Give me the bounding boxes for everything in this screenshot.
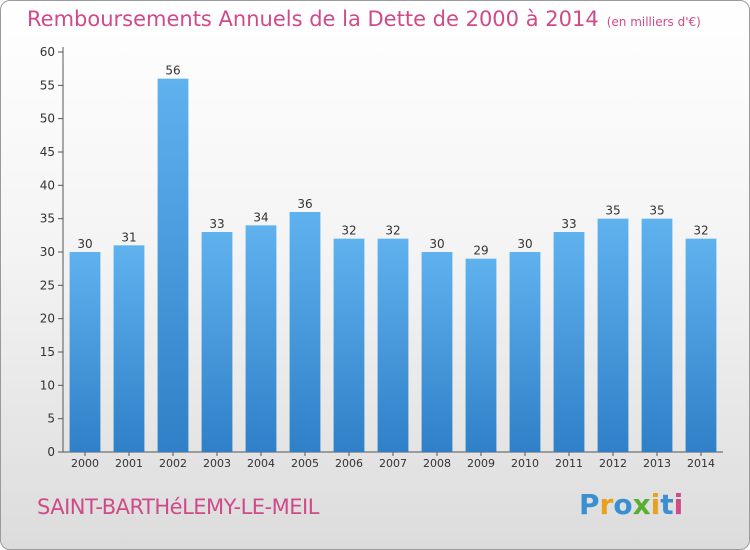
data-label: 30 (77, 237, 92, 251)
x-tick-label: 2009 (467, 457, 495, 470)
logo-letter: i (673, 488, 684, 521)
bar (245, 225, 277, 452)
y-tick-label: 30 (40, 245, 55, 259)
x-tick-label: 2003 (203, 457, 231, 470)
bar (333, 238, 365, 452)
y-tick-label: 15 (40, 345, 55, 359)
commune-name: SAINT-BARTHéLEMY-LE-MEIL (37, 495, 319, 519)
data-label: 30 (517, 237, 532, 251)
y-tick-label: 5 (47, 412, 55, 426)
x-tick-label: 2000 (71, 457, 99, 470)
y-tick-label: 45 (40, 145, 55, 159)
data-label: 56 (165, 64, 180, 78)
chart-title: Remboursements Annuels de la Dette de 20… (27, 7, 701, 31)
data-label: 34 (253, 210, 268, 224)
bar (421, 252, 453, 452)
data-label: 30 (429, 237, 444, 251)
y-tick-label: 50 (40, 112, 55, 126)
x-tick-label: 2006 (335, 457, 363, 470)
y-tick-label: 60 (40, 45, 55, 59)
x-tick-label: 2004 (247, 457, 275, 470)
bar (289, 212, 321, 452)
x-tick-label: 2010 (511, 457, 539, 470)
x-tick-label: 2014 (687, 457, 715, 470)
data-label: 32 (385, 224, 400, 238)
bar (69, 252, 101, 452)
y-tick-label: 0 (47, 445, 55, 459)
logo-letter: P (579, 488, 600, 521)
y-tick-label: 10 (40, 378, 55, 392)
bar (377, 238, 409, 452)
bar (201, 232, 233, 452)
bar (157, 78, 189, 453)
x-tick-label: 2013 (643, 457, 671, 470)
x-tick-label: 2005 (291, 457, 319, 470)
data-label: 32 (341, 224, 356, 238)
data-label: 36 (297, 197, 312, 211)
data-label: 31 (121, 230, 136, 244)
data-label: 35 (605, 204, 620, 218)
logo-letter: t (660, 488, 674, 521)
bar (553, 232, 585, 452)
logo-letter: i (650, 488, 661, 521)
logo-letter: x (632, 488, 651, 521)
x-tick-label: 2011 (555, 457, 583, 470)
y-tick-label: 40 (40, 178, 55, 192)
y-tick-label: 35 (40, 212, 55, 226)
bar (597, 218, 629, 452)
bar (685, 238, 717, 452)
data-label: 32 (693, 224, 708, 238)
bar (113, 245, 145, 452)
x-tick-label: 2001 (115, 457, 143, 470)
y-tick-label: 25 (40, 278, 55, 292)
data-label: 35 (649, 204, 664, 218)
x-tick-label: 2008 (423, 457, 451, 470)
logo-letter: r (599, 488, 614, 521)
data-label: 29 (473, 244, 488, 258)
bar (465, 258, 497, 452)
bar (641, 218, 673, 452)
proxiti-logo: Proxiti (579, 488, 683, 521)
x-tick-label: 2002 (159, 457, 187, 470)
y-tick-label: 20 (40, 312, 55, 326)
bar (509, 252, 541, 452)
x-tick-label: 2012 (599, 457, 627, 470)
data-label: 33 (561, 217, 576, 231)
unit-note: (en milliers d'€) (606, 15, 701, 29)
y-tick-label: 55 (40, 78, 55, 92)
title-text: Remboursements Annuels de la Dette de 20… (27, 7, 599, 31)
logo-letter: o (613, 488, 633, 521)
data-label: 33 (209, 217, 224, 231)
x-tick-label: 2007 (379, 457, 407, 470)
